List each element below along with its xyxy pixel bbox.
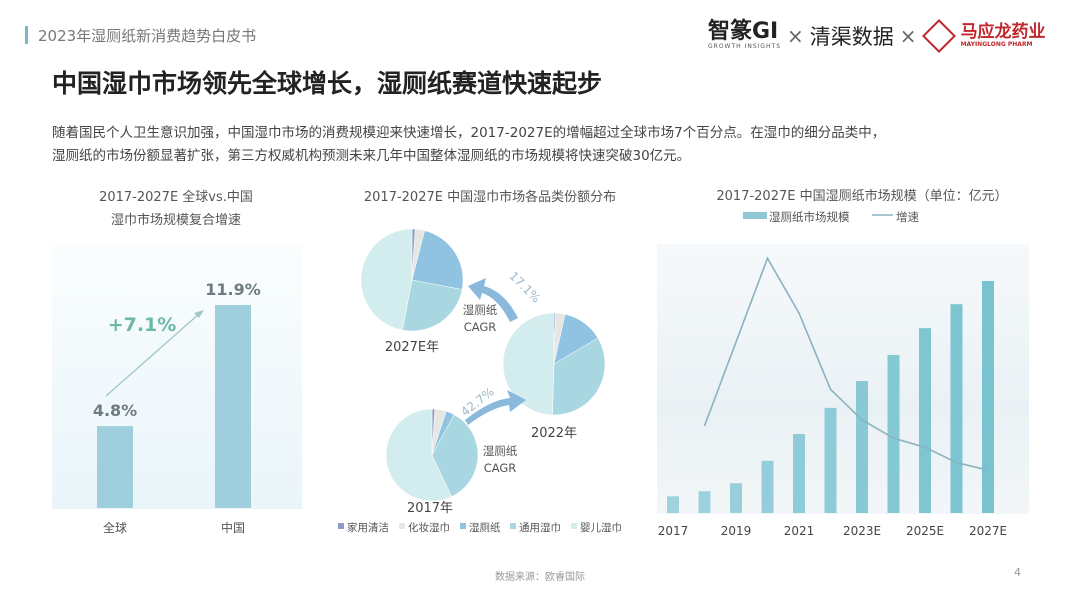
- bar-2022: [824, 407, 837, 513]
- x-tick-label: 2023E: [843, 524, 881, 538]
- header-title: 2023年湿厕纸新消费趋势白皮书: [38, 27, 257, 45]
- chart3-title: 2017-2027E 中国湿厕纸市场规模（单位：亿元）: [716, 189, 1008, 204]
- legend-swatch: [460, 523, 466, 529]
- bar-2020: [761, 460, 774, 513]
- cagr-caption: 湿厕纸: [463, 303, 498, 317]
- chart3-background: [657, 244, 1029, 514]
- paragraph-line: 湿厕纸的市场份额显著扩张，第三方权威机构预测未来几年中国整体湿厕纸的市场规模将快…: [52, 148, 691, 164]
- legend-swatch: [399, 523, 405, 529]
- bar-2023E: [856, 381, 868, 513]
- bar-2017: [667, 496, 679, 513]
- legend-label: 化妆湿巾: [408, 521, 450, 534]
- pie-slice-婴儿湿巾: [385, 408, 452, 502]
- bar-2027E: [982, 281, 994, 513]
- category-label: 全球: [103, 520, 127, 535]
- legend-label: 婴儿湿巾: [580, 521, 622, 534]
- logo-growth-insights: 智篆GI GROWTH INSIGHTS: [708, 19, 782, 51]
- pie-slice-婴儿湿巾: [360, 228, 413, 331]
- separator: ×: [787, 24, 804, 48]
- x-tick-label: 2017: [658, 524, 689, 538]
- cagr-value: 17.1%: [506, 269, 543, 306]
- pie-slice-婴儿湿巾: [502, 312, 555, 416]
- x-tick-label: 2027E: [969, 524, 1007, 538]
- legend-label: 家用清洁: [347, 521, 389, 534]
- cagr-caption: CAGR: [484, 461, 517, 475]
- legend-swatch: [743, 212, 767, 219]
- bar-2021: [793, 433, 805, 513]
- pie-label: 2017年: [407, 501, 453, 516]
- data-label: 11.9%: [205, 280, 261, 299]
- curved-arrow-icon: [465, 390, 526, 425]
- cagr-caption: 湿厕纸: [483, 444, 518, 458]
- growth-arrow: [105, 312, 201, 397]
- bar-全球: [97, 426, 133, 508]
- data-label: 4.8%: [93, 401, 137, 420]
- chart1-title: 湿巾市场规模复合增速: [110, 213, 242, 228]
- pie-slice-通用湿巾: [402, 279, 463, 332]
- arrow-head-icon: [194, 310, 204, 318]
- legend-swatch: [338, 523, 344, 529]
- legend-label: 增速: [896, 210, 919, 224]
- pie-slice-通用湿巾: [552, 337, 606, 416]
- header-accent-bar: [25, 26, 28, 44]
- partner-logos: 智篆GI GROWTH INSIGHTS × 清渠数据 × 马应龙药业 MAYING…: [708, 16, 1046, 56]
- logo-mayinglong: 马应龙药业 MAYINGLONG PHARM: [960, 21, 1046, 48]
- growth-annotation: +7.1%: [108, 314, 177, 336]
- legend-label: 湿厕纸市场规模: [769, 210, 850, 224]
- page-title: 中国湿巾市场领先全球增长，湿厕纸赛道快速起步: [52, 69, 603, 98]
- bar-2018: [698, 491, 711, 513]
- bar-2024E: [887, 354, 900, 513]
- logo-qingqu: 清渠数据: [809, 25, 894, 49]
- legend-label: 通用湿巾: [519, 521, 561, 534]
- growth-line: [703, 256, 989, 471]
- bar-2026E: [950, 304, 963, 513]
- bar-中国: [215, 305, 251, 508]
- x-tick-label: 2025E: [906, 524, 944, 538]
- chart2-title: 2017-2027E 中国湿巾市场各品类份额分布: [363, 190, 617, 205]
- x-tick-label: 2021: [784, 524, 815, 538]
- bar-2019: [730, 483, 742, 513]
- pie-label: 2022年: [531, 426, 577, 441]
- data-source: 数据来源：欧睿国际: [495, 572, 585, 583]
- chart1-background: [52, 245, 302, 509]
- x-tick-label: 2019: [721, 524, 752, 538]
- legend-swatch: [510, 523, 516, 529]
- curved-arrow-icon: [468, 278, 518, 322]
- category-label: 中国: [221, 520, 245, 535]
- pie-slice-湿厕纸: [411, 230, 464, 290]
- pie-label: 2027E年: [385, 340, 439, 355]
- legend-label: 湿厕纸: [469, 521, 501, 534]
- separator: ×: [899, 24, 917, 48]
- legend-swatch: [571, 523, 577, 529]
- chart1-title: 2017-2027E 全球vs.中国: [99, 190, 253, 205]
- cagr-caption: CAGR: [464, 320, 497, 334]
- paragraph-line: 随着国民个人卫生意识加强，中国湿巾市场的消费规模迎来快速增长，2017-2027…: [52, 125, 886, 141]
- pie-slice-通用湿巾: [431, 414, 479, 497]
- bar-2025E: [919, 328, 931, 513]
- page-number: 4: [1014, 566, 1021, 579]
